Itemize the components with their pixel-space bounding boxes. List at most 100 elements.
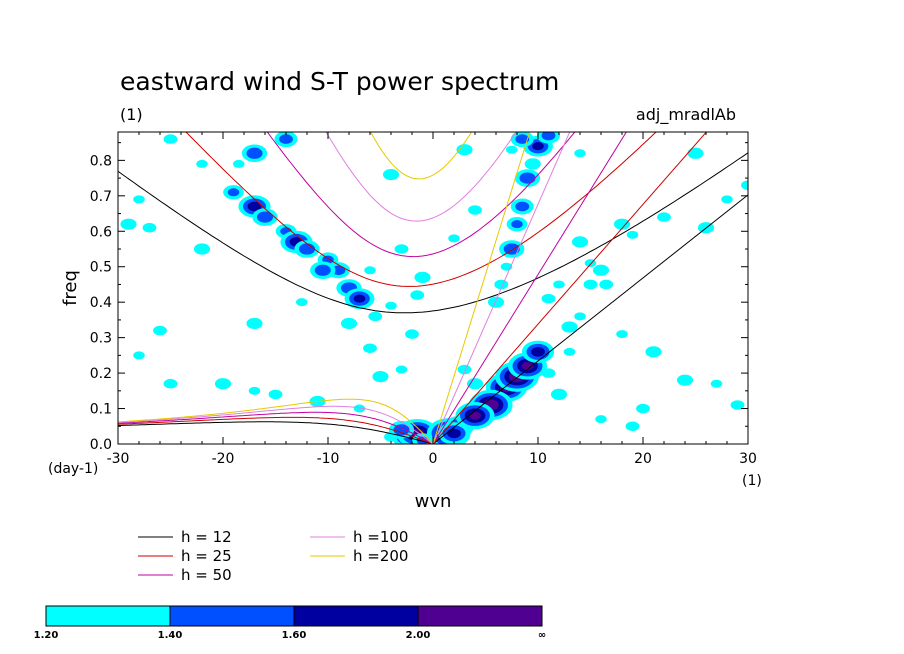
- chart-title: eastward wind S-T power spectrum: [120, 67, 559, 96]
- power-patch: [571, 236, 589, 248]
- er-curve: [118, 421, 434, 444]
- power-patch: [353, 294, 366, 303]
- dispersion-curves: [118, 132, 748, 444]
- power-patch: [466, 378, 484, 390]
- y-tick-label: 0.6: [90, 224, 112, 240]
- power-patch: [553, 280, 565, 289]
- power-patch: [541, 368, 556, 378]
- power-patch: [626, 230, 639, 239]
- ig-curve: [118, 152, 748, 314]
- x-tick-label: 0: [429, 451, 438, 467]
- power-patch: [599, 279, 614, 290]
- power-patch: [395, 365, 408, 374]
- y-axis: 0.0 0.1 0.2 0.3 0.4 0.5 0.6 0.7 0.8: [90, 142, 748, 453]
- legend-label: h =200: [353, 547, 408, 565]
- power-patch: [515, 201, 530, 212]
- power-patch: [233, 159, 245, 168]
- power-patch: [616, 330, 628, 339]
- kelvin-curve: [432, 132, 627, 444]
- power-patch: [519, 172, 536, 184]
- power-patch: [574, 149, 586, 158]
- power-patch: [268, 389, 283, 400]
- power-patch: [563, 347, 576, 356]
- power-patch: [372, 371, 389, 383]
- power-patch: [574, 312, 586, 321]
- colorbar-label: 1.20: [34, 630, 59, 641]
- colorbar-label: 2.00: [406, 630, 431, 641]
- legend-label: h = 12: [181, 528, 232, 546]
- power-patch: [227, 188, 240, 197]
- er-curve: [118, 411, 434, 444]
- colorbar-label: 1.40: [158, 630, 183, 641]
- power-patch: [385, 301, 397, 310]
- power-patch: [340, 317, 358, 330]
- power-patch: [636, 403, 650, 414]
- colorbar-swatch: [293, 605, 419, 627]
- power-patch: [487, 296, 505, 308]
- power-patch: [163, 378, 178, 389]
- y-tick-label: 0.1: [90, 402, 112, 418]
- power-contours: [120, 132, 748, 444]
- power-patch: [456, 144, 473, 156]
- power-patch: [363, 343, 377, 354]
- power-patch: [503, 243, 520, 255]
- x-tick-label: -20: [212, 451, 235, 467]
- x-tick-label: 10: [529, 451, 547, 467]
- subtitle-right: adj_mradlAb: [636, 105, 736, 125]
- power-patch: [469, 411, 481, 420]
- power-patch: [410, 290, 425, 300]
- power-patch: [448, 234, 460, 243]
- power-patch: [521, 362, 534, 370]
- power-patch: [314, 264, 331, 276]
- colorbar-label: 1.60: [282, 630, 307, 641]
- power-patch: [405, 329, 419, 339]
- power-patch: [296, 298, 308, 307]
- power-patch: [524, 158, 541, 170]
- power-patch: [730, 400, 745, 410]
- y-tick-label: 0.8: [90, 153, 112, 169]
- power-patch: [414, 271, 431, 283]
- power-patch: [561, 321, 578, 333]
- kelvin-curve: [432, 132, 531, 444]
- x-tick-label: 20: [634, 451, 652, 467]
- power-patch: [246, 147, 263, 159]
- power-patch: [710, 379, 723, 388]
- y-tick-label: 0.3: [90, 331, 112, 347]
- power-patch: [645, 346, 662, 358]
- y-tick-label: 0.4: [90, 295, 112, 311]
- power-patch: [279, 134, 293, 144]
- legend-label: h =100: [353, 528, 408, 546]
- ig-curve: [266, 132, 576, 258]
- power-patch: [196, 159, 208, 168]
- x-axis-label: wvn: [415, 491, 452, 512]
- power-patch: [133, 351, 145, 360]
- power-patch: [613, 218, 631, 230]
- ig-curve: [370, 132, 473, 180]
- colorbar: 1.20 1.40 1.60 2.00 ∞: [34, 605, 546, 641]
- legend-label: h = 50: [181, 566, 232, 584]
- kelvin-curve: [432, 132, 708, 444]
- kelvin-curve: [432, 194, 748, 444]
- power-patch: [193, 243, 211, 255]
- er-curve: [118, 405, 434, 444]
- er-curve: [118, 416, 434, 444]
- power-patch: [163, 134, 178, 144]
- x-tick-label: -10: [317, 451, 340, 467]
- y-tick-label: 0.5: [90, 260, 112, 276]
- power-patch: [541, 132, 556, 141]
- plot-area: -30 -20 -10 0 10 20 30 0.00.10.20.30.40.50.60.…: [90, 131, 757, 467]
- power-patch: [447, 428, 461, 439]
- power-patch: [532, 142, 544, 151]
- power-patch: [247, 201, 262, 212]
- power-patch: [595, 415, 607, 424]
- colorbar-swatch: [169, 605, 295, 627]
- er-curve: [118, 398, 434, 444]
- power-patch: [515, 134, 530, 144]
- power-patch: [721, 195, 733, 204]
- y-tick-label: 0.2: [90, 366, 112, 382]
- y-axis-label: freq: [60, 270, 81, 306]
- power-patch: [133, 195, 145, 204]
- power-patch: [364, 266, 376, 275]
